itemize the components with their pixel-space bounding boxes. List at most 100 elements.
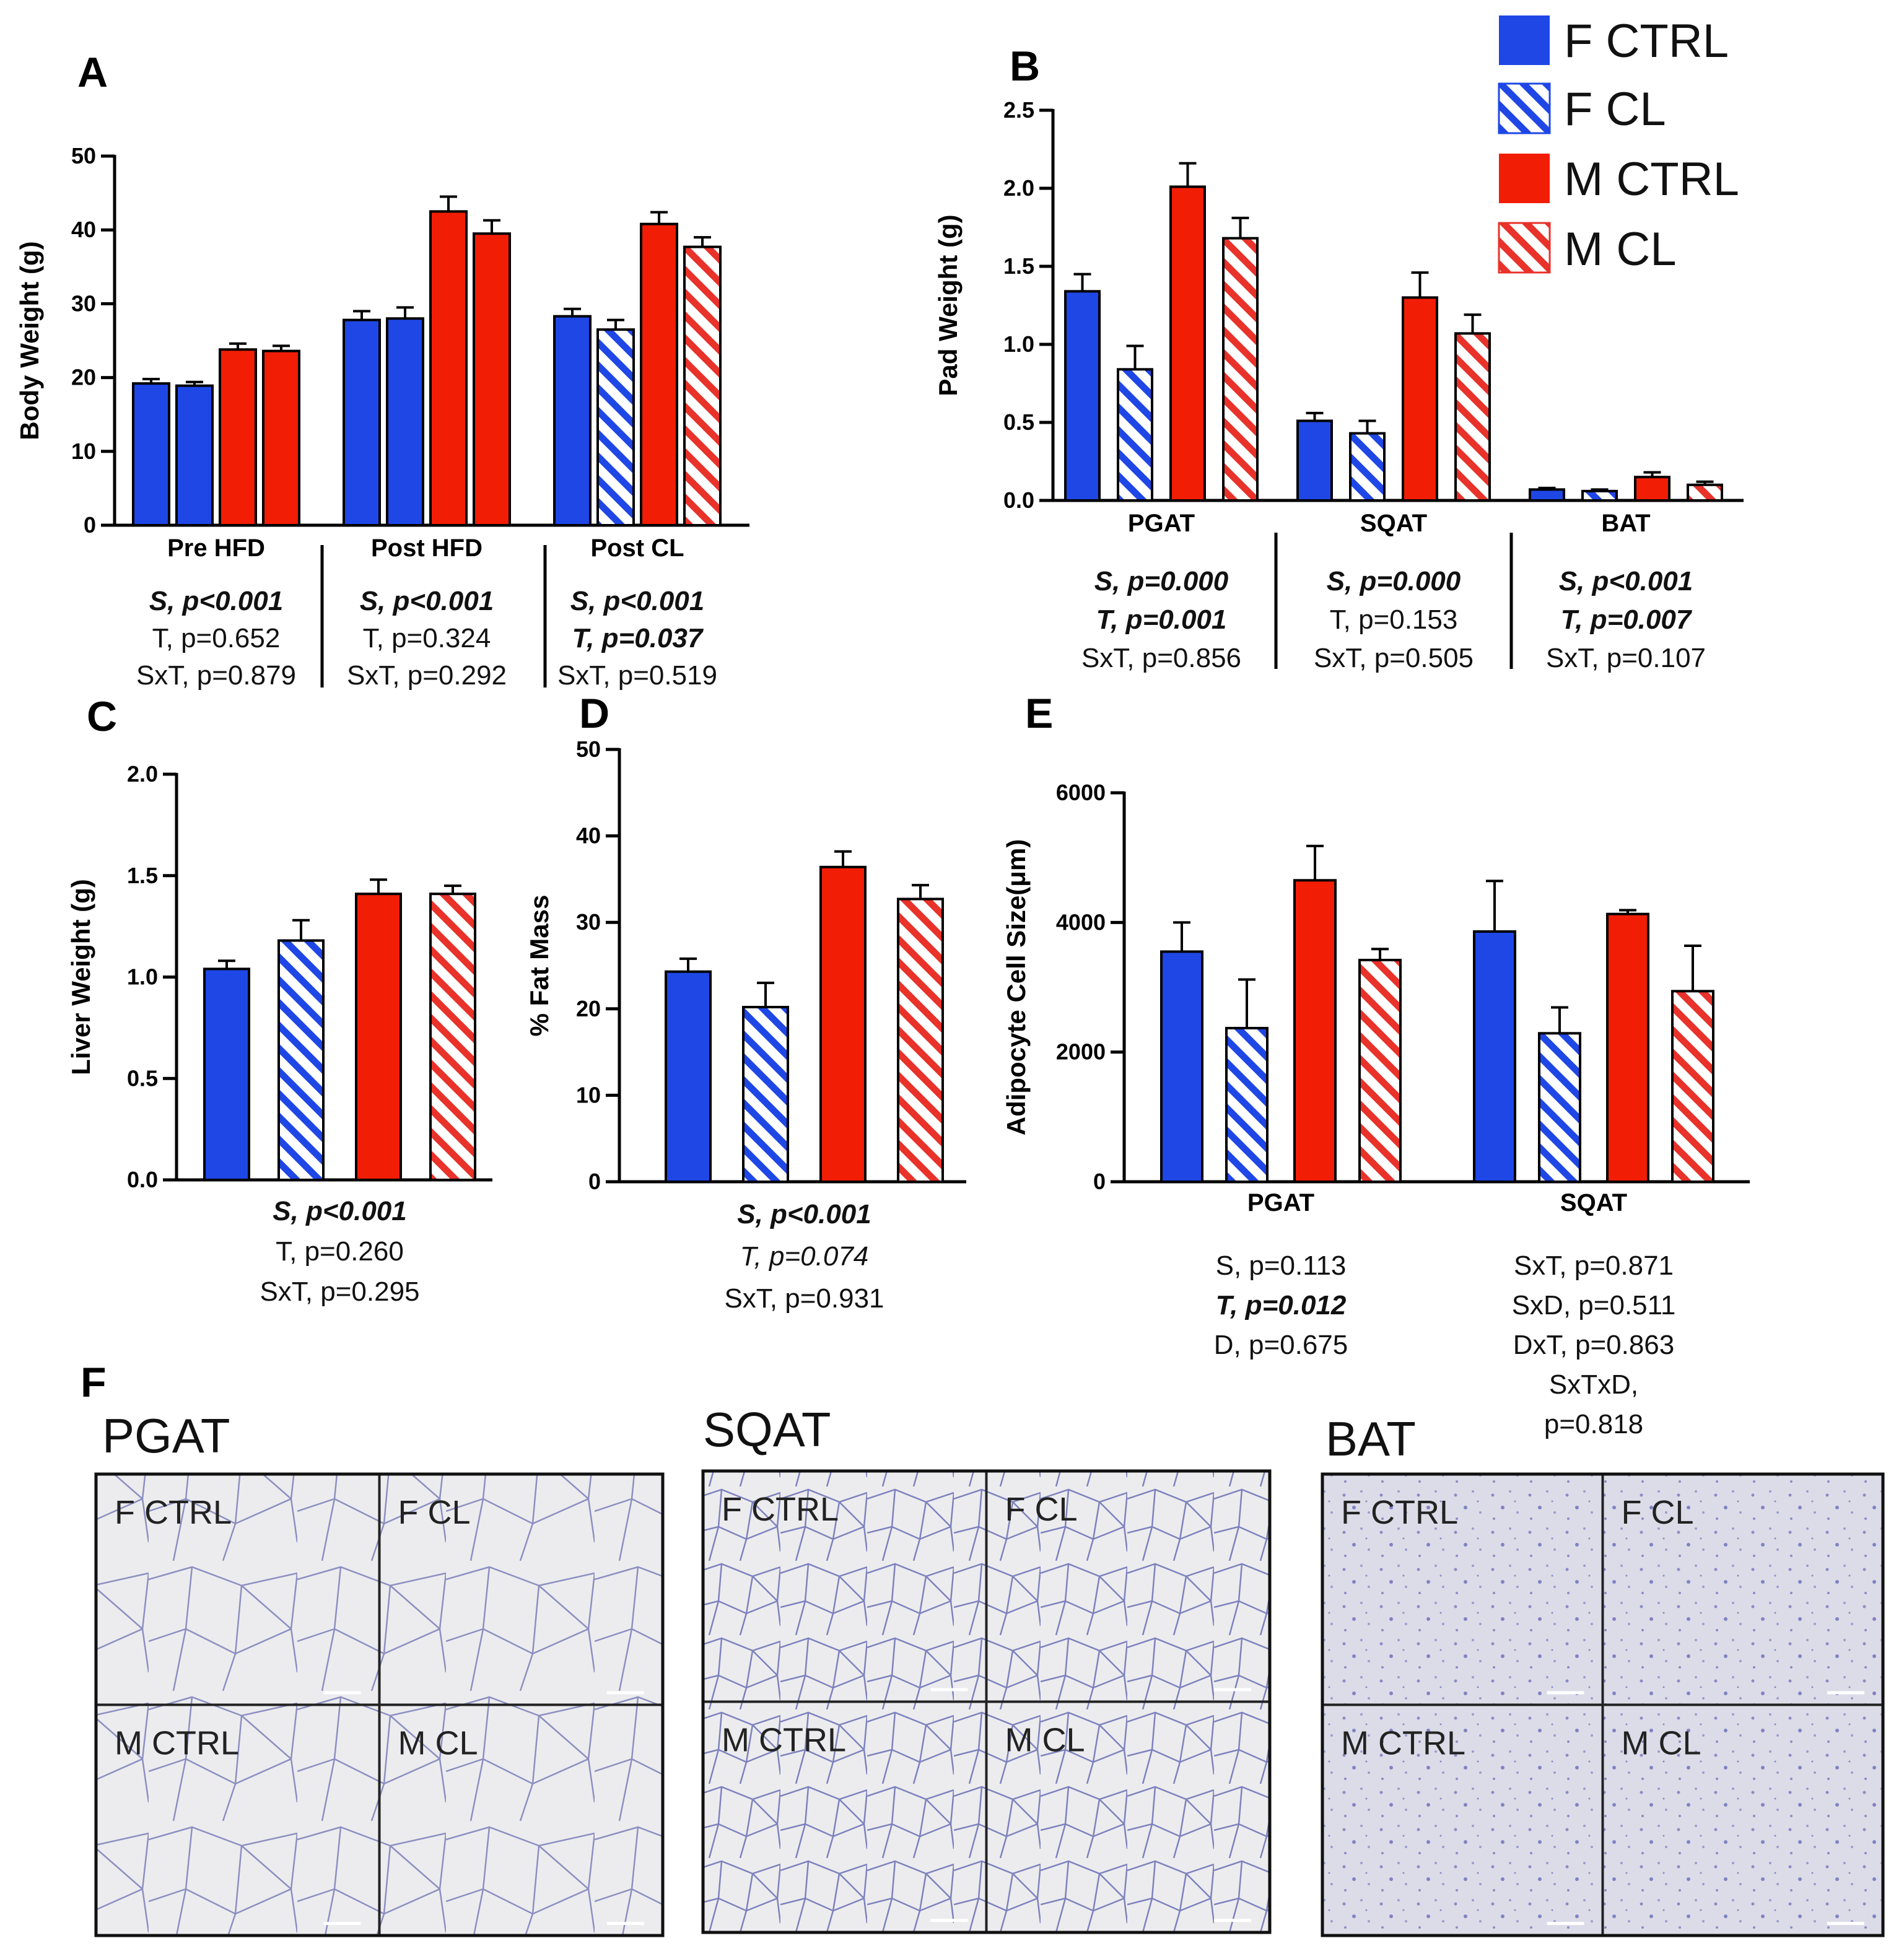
y-axis-label: % Fat Mass [525, 895, 554, 1037]
histology-frame [701, 1469, 1272, 1934]
bar-f-ctrl [1296, 419, 1333, 502]
chart-c: 0.0 0.5 1.0 1.5 2.0 Liver Weight (g) S, p<0.00… [66, 761, 492, 1307]
bar-m-cl [1454, 332, 1491, 502]
histology-panel: PGAT F CTRL F CL M CTRL M CL SQAT F CTRL F CL M … [94, 1402, 1885, 1937]
bar-m-ctrl [355, 893, 402, 1181]
bar-m-cl [429, 893, 476, 1181]
error-bar [912, 884, 929, 899]
histology-cell-label: F CL [1622, 1494, 1694, 1531]
stat-line: T, p=0.037 [572, 623, 704, 653]
chart-d: 0 10 20 30 40 50 % Fat Mass S, p<0.001 T, p=0.07… [525, 736, 966, 1314]
y-tick-label: 1.0 [127, 964, 158, 990]
y-tick-label: 2000 [1056, 1039, 1106, 1065]
bar-f-cl [1225, 1026, 1269, 1183]
y-tick-label: 0 [84, 512, 96, 538]
y-tick-label: 40 [71, 217, 96, 242]
error-bar [370, 878, 387, 894]
bar-m-cl [1671, 990, 1714, 1184]
histology-sqat: SQAT F CTRL F CL M CTRL M CL [701, 1402, 1272, 1934]
bar-m-ctrl [819, 865, 867, 1183]
bar-f-ctrl [132, 382, 170, 526]
bar-f-cl [1581, 489, 1618, 502]
y-tick-label: 30 [576, 909, 601, 935]
legend: F CTRL F CL M CTRL M CL [1498, 15, 1739, 276]
histology-cell-label: F CL [398, 1494, 471, 1531]
histology-image [1601, 1473, 1884, 1706]
error-bar [1619, 909, 1636, 914]
bar-f-cl [1349, 432, 1386, 502]
error-bar [564, 307, 581, 316]
scale-bar [1827, 1922, 1864, 1925]
legend-label-m-cl: M CL [1564, 223, 1677, 276]
stat-line: S, p<0.001 [149, 586, 283, 616]
y-tick-label: 1.5 [127, 863, 158, 888]
histology-cell-label: M CL [1005, 1722, 1085, 1759]
scale-bar [323, 1922, 361, 1925]
group-label: SQAT [1560, 1189, 1627, 1216]
stat-line: S, p<0.001 [737, 1199, 871, 1229]
chart-a: 0 10 20 30 40 50 Body Weight (g) Pre HFD S, p<0.… [15, 143, 749, 691]
error-bar [650, 211, 668, 224]
scale-bar [1827, 1691, 1864, 1695]
error-bar [218, 959, 235, 969]
y-tick-label: 4000 [1056, 909, 1106, 935]
group-label: SQAT [1360, 510, 1427, 537]
error-bar [353, 310, 370, 320]
y-tick-label: 50 [71, 143, 96, 168]
bar-f-cl [596, 328, 635, 526]
stat-line: SxT, p=0.295 [260, 1277, 419, 1307]
stat-line: T, p=0.260 [276, 1236, 404, 1267]
histology-cell-label: F CTRL [1341, 1494, 1458, 1531]
histology-title: SQAT [703, 1402, 831, 1457]
scale-bar [1214, 1919, 1251, 1922]
bar-f-cl [386, 317, 424, 526]
group-label: PGAT [1247, 1189, 1314, 1216]
y-tick-label: 0.5 [1003, 409, 1034, 435]
y-tick-label: 1.0 [1003, 331, 1034, 357]
error-bar [142, 377, 160, 384]
y-tick-label: 30 [71, 290, 96, 316]
stat-line: D, p=0.675 [1214, 1330, 1348, 1360]
stat-line: S, p=0.000 [1327, 566, 1461, 596]
histology-frame [94, 1472, 665, 1937]
bar-f-ctrl [1160, 950, 1203, 1184]
error-bar [186, 380, 203, 386]
stat-line: SxTxD, [1549, 1369, 1638, 1400]
histology-cell-label: M CTRL [115, 1725, 239, 1762]
bar-f-cl [1117, 368, 1153, 502]
stat-line: SxT, p=0.931 [724, 1283, 884, 1314]
bar-m-cl [897, 897, 944, 1184]
histology-cell-label: M CTRL [722, 1722, 846, 1759]
error-bar [1411, 271, 1429, 298]
bar-m-ctrl [1169, 185, 1206, 502]
legend-label-m-ctrl: M CTRL [1564, 153, 1739, 206]
scale-bar [607, 1922, 644, 1925]
y-tick-label: 2.5 [1003, 97, 1034, 123]
error-bar [1073, 273, 1091, 292]
histology-cell-label: M CL [1622, 1725, 1701, 1762]
stat-line: S, p=0.000 [1094, 566, 1229, 596]
y-axis-label: Adipocyte Cell Size(μm) [1002, 839, 1031, 1135]
histology-cell-label: F CL [1005, 1491, 1078, 1528]
error-bar [444, 884, 461, 894]
legend-label-f-ctrl: F CTRL [1564, 15, 1729, 68]
stat-line: SxT, p=0.292 [347, 660, 507, 691]
bar-f-ctrl [203, 967, 250, 1182]
y-axis-label: Body Weight (g) [15, 241, 44, 440]
bar-f-ctrl [343, 318, 381, 527]
stat-line: T, p=0.074 [740, 1241, 869, 1272]
y-tick-label: 0.5 [127, 1065, 158, 1091]
y-axis-label: Pad Weight (g) [933, 214, 963, 396]
bar-f-ctrl [1473, 930, 1516, 1184]
bar-f-ctrl [553, 315, 592, 526]
y-tick-label: 6000 [1056, 780, 1106, 805]
error-bar [1684, 945, 1701, 992]
error-bar [694, 236, 711, 247]
error-bar [229, 342, 247, 350]
y-tick-label: 2.0 [127, 761, 158, 787]
histology-image [702, 1700, 988, 1934]
histology-image [702, 1470, 988, 1703]
bar-m-ctrl [1606, 912, 1649, 1184]
error-bar [1306, 411, 1324, 421]
